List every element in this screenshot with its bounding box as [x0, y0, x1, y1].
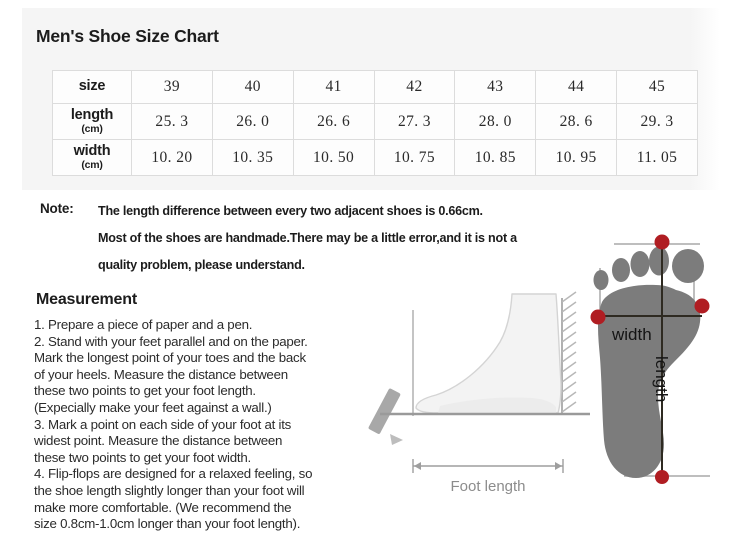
cell-size-45: 45 [616, 70, 698, 104]
cell-size-43: 43 [454, 70, 537, 104]
marker-heel-bottom [655, 470, 669, 484]
cell-length-41: 26. 6 [292, 103, 375, 140]
cell-length-43: 28. 0 [454, 103, 537, 140]
measurement-steps: 1. Prepare a piece of paper and a pen. 2… [34, 317, 394, 533]
marker-width-right [694, 298, 710, 314]
note-label: Note: [40, 201, 74, 216]
cell-length-39: 25. 3 [131, 103, 213, 140]
measurement-line: the shoe length slightly longer than you… [34, 482, 305, 498]
foot-side-silhouette [415, 293, 562, 414]
foot-sole-shading [438, 397, 556, 413]
marker-width-left [590, 309, 606, 325]
note-block: Note: The length difference between ever… [40, 198, 640, 279]
table-row-width: width (cm) 10. 20 10. 35 10. 50 10. 75 1… [52, 139, 698, 176]
pencil-icon [368, 388, 403, 445]
note-line: Most of the shoes are handmade.There may… [98, 231, 517, 245]
measurement-line: 1. Prepare a piece of paper and a pen. [34, 317, 253, 332]
cell-width-39: 10. 20 [131, 139, 213, 176]
marker-toe-top [654, 234, 670, 250]
row-header-length-unit: (cm) [81, 123, 103, 136]
measurement-heading: Measurement [36, 291, 137, 308]
foot-sole-silhouette [598, 284, 701, 478]
cell-width-45: 11. 05 [616, 139, 698, 176]
footprint-length-label: length [652, 356, 671, 402]
measurement-line: (Expecially make your feet against a wal… [34, 399, 272, 415]
cell-length-40: 26. 0 [211, 103, 294, 140]
measurement-line: these two points to get your foot length… [34, 383, 256, 399]
row-header-length-label: length [70, 106, 114, 123]
footprint-diagram: width length [578, 228, 746, 490]
size-chart-table: size 39 40 41 42 43 44 45 length (cm) 25… [52, 70, 698, 176]
row-header-width-label: width [73, 142, 111, 159]
row-header-size-label: size [78, 78, 106, 95]
measurement-line: 2. Stand with your feet parallel and on … [34, 333, 308, 349]
cell-width-43: 10. 85 [454, 139, 537, 176]
row-header-width-unit: (cm) [81, 159, 103, 172]
measurement-line: these two points to get your foot width. [34, 449, 251, 465]
measurement-line: 3. Mark a point on each side of your foo… [34, 416, 292, 432]
note-line: The length difference between every two … [98, 204, 483, 218]
page-title: Men's Shoe Size Chart [36, 26, 219, 46]
measurement-line: make more comfortable. (We recommend the [34, 499, 292, 515]
foot-length-caption: Foot length [450, 478, 525, 495]
cell-size-39: 39 [131, 70, 213, 104]
cell-width-44: 10. 95 [535, 139, 618, 176]
measurement-line: 4. Flip-flops are designed for a relaxed… [34, 466, 313, 482]
cell-width-41: 10. 50 [292, 139, 375, 176]
measurement-markers [590, 234, 710, 484]
note-line: quality problem, please understand. [98, 258, 305, 272]
cell-width-42: 10. 75 [373, 139, 456, 176]
measurement-line: widest point. Measure the distance betwe… [34, 433, 283, 449]
measurement-line: Mark the longest point of your toes and … [34, 350, 306, 366]
footprint-width-label: width [611, 325, 652, 344]
side-view-foot-diagram: Foot length [368, 288, 590, 503]
cell-width-40: 10. 35 [211, 139, 294, 176]
cell-size-44: 44 [535, 70, 618, 104]
row-header-length: length (cm) [52, 103, 132, 140]
table-row-length: length (cm) 25. 3 26. 0 26. 6 27. 3 28. … [52, 103, 698, 140]
wall-icon [561, 291, 577, 414]
row-header-size: size [52, 70, 132, 104]
measurement-line: of your heels. Measure the distance betw… [34, 366, 288, 382]
measurement-line: size 0.8cm-1.0cm longer than your foot l… [34, 516, 301, 532]
cell-length-45: 29. 3 [616, 103, 698, 140]
cell-size-40: 40 [211, 70, 294, 104]
foot-length-dimension-arrow [412, 459, 564, 473]
cell-size-41: 41 [292, 70, 375, 104]
toes-icon [593, 246, 704, 290]
row-header-width: width (cm) [52, 139, 132, 176]
note-text: The length difference between every two … [98, 198, 640, 279]
cell-length-42: 27. 3 [373, 103, 456, 140]
cell-size-42: 42 [373, 70, 456, 104]
table-row-size: size 39 40 41 42 43 44 45 [52, 70, 698, 104]
cell-length-44: 28. 6 [535, 103, 618, 140]
